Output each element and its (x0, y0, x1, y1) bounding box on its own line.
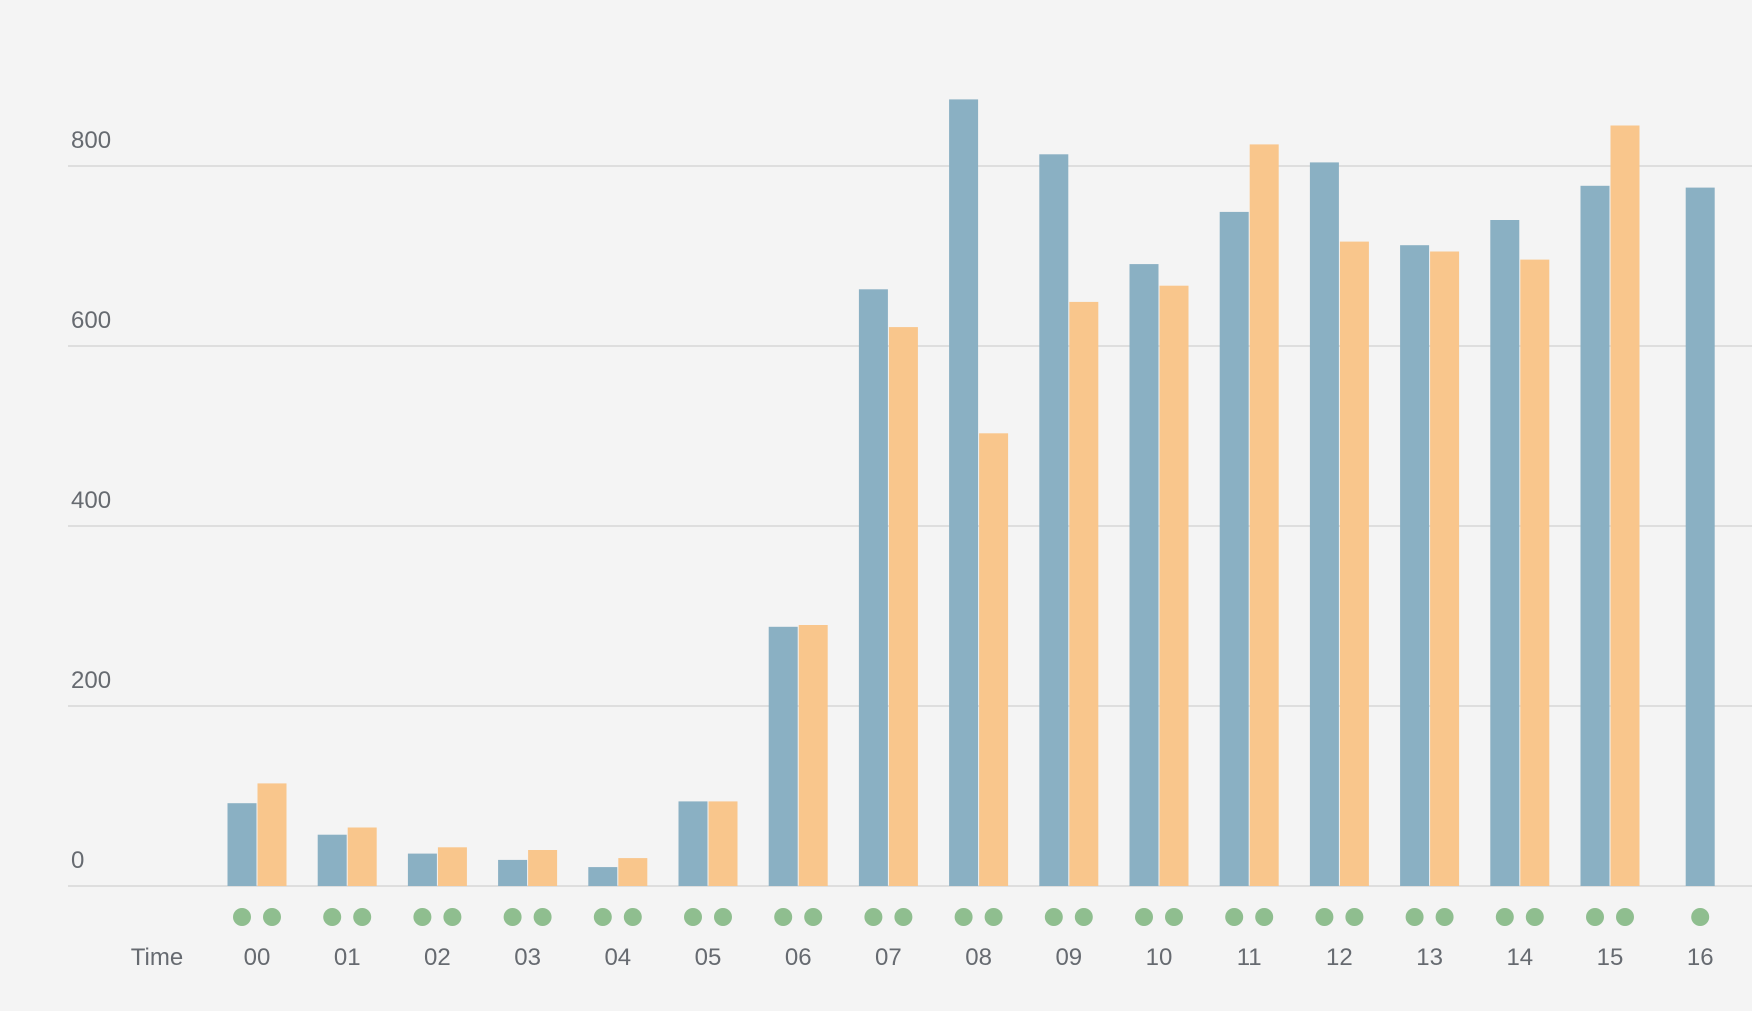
markers (233, 908, 1710, 926)
bar-series-1-03 (498, 859, 528, 886)
marker-dot-07-1 (864, 908, 883, 926)
marker-dot-11-2 (1255, 908, 1274, 926)
bar-series-1-01 (317, 834, 347, 886)
x-tick-label: 14 (1506, 944, 1533, 971)
marker-dot-06-1 (774, 908, 793, 926)
x-tick-label: 12 (1326, 944, 1353, 971)
bar-series-1-09 (1039, 154, 1069, 887)
bar-series-1-16 (1685, 187, 1715, 887)
bar-series-2-07 (888, 327, 918, 887)
bar-series-2-01 (347, 827, 377, 886)
marker-dot-07-2 (894, 908, 913, 926)
marker-dot-12-1 (1315, 908, 1334, 926)
marker-dot-11-1 (1225, 908, 1244, 926)
bar-series-2-12 (1339, 241, 1369, 887)
marker-dot-13-2 (1435, 908, 1454, 926)
x-tick-label: 06 (785, 944, 812, 971)
bar-series-1-04 (588, 867, 618, 886)
x-tick-label: 02 (424, 944, 451, 971)
bar-series-1-11 (1219, 211, 1249, 886)
y-tick-label: 200 (71, 667, 111, 694)
marker-dot-00-2 (263, 908, 281, 926)
marker-dot-03-2 (533, 908, 552, 926)
marker-dot-02-1 (413, 908, 432, 926)
marker-dot-13-1 (1405, 908, 1424, 926)
x-tick-label: 10 (1146, 944, 1173, 971)
bar-series-2-05 (708, 801, 738, 886)
bar-series-2-08 (979, 433, 1009, 886)
marker-dot-09-1 (1044, 908, 1063, 926)
marker-dot-00-1 (233, 908, 251, 926)
bar-series-1-00 (227, 803, 257, 886)
marker-dot-10-1 (1135, 908, 1153, 926)
bar-series-1-06 (768, 626, 798, 886)
x-tick-label: 00 (244, 944, 271, 971)
bar-series-1-14 (1490, 220, 1520, 886)
y-tick-label: 0 (71, 847, 84, 874)
bar-series-2-14 (1520, 259, 1550, 887)
x-tick-label: 15 (1597, 944, 1624, 971)
marker-dot-04-1 (593, 908, 612, 926)
x-tick-label: 13 (1416, 944, 1443, 971)
y-tick-label: 800 (71, 127, 111, 154)
bar-series-2-09 (1069, 301, 1099, 886)
bar-series-1-12 (1309, 162, 1339, 886)
marker-dot-14-1 (1495, 908, 1514, 926)
marker-dot-12-2 (1345, 908, 1364, 926)
x-tick-label: 01 (334, 944, 361, 971)
marker-dot-05-2 (714, 908, 732, 926)
marker-dot-08-1 (954, 908, 973, 926)
bar-series-1-08 (949, 99, 979, 886)
bars (227, 99, 1715, 887)
marker-dot-04-2 (623, 908, 642, 926)
marker-dot-15-1 (1586, 908, 1604, 926)
bar-series-1-02 (407, 853, 437, 886)
bar-series-1-15 (1580, 185, 1610, 887)
bar-series-1-10 (1129, 264, 1159, 887)
marker-dot-09-2 (1074, 908, 1093, 926)
x-tick-label: 11 (1237, 944, 1262, 971)
bar-series-2-11 (1249, 144, 1279, 886)
marker-dot-01-2 (353, 908, 372, 926)
bar-series-2-02 (437, 847, 467, 886)
x-tick-label: 09 (1055, 944, 1082, 971)
marker-dot-03-1 (503, 908, 522, 926)
y-axis-tick-labels: 0 200 400 600 800 (71, 127, 111, 874)
y-tick-label: 600 (71, 307, 111, 334)
marker-dot-16-1 (1691, 908, 1710, 926)
bar-series-2-13 (1430, 251, 1460, 886)
bar-series-2-03 (528, 850, 558, 886)
x-axis-label: Time (131, 944, 183, 971)
bar-series-1-07 (858, 289, 888, 886)
bar-series-1-05 (678, 801, 708, 886)
marker-dot-05-1 (684, 908, 702, 926)
marker-dot-02-2 (443, 908, 462, 926)
bar-series-2-04 (618, 858, 648, 886)
marker-dot-14-2 (1525, 908, 1544, 926)
marker-dot-08-2 (984, 908, 1003, 926)
x-tick-label: 07 (875, 944, 902, 971)
x-tick-label: 05 (695, 944, 722, 971)
x-tick-label: 08 (965, 944, 992, 971)
x-tick-label: 03 (514, 944, 541, 971)
x-tick-label: 16 (1687, 944, 1714, 971)
marker-dot-06-2 (804, 908, 823, 926)
y-tick-label: 400 (71, 487, 111, 514)
bar-series-2-06 (798, 625, 828, 886)
bar-series-2-15 (1610, 125, 1640, 886)
marker-dot-10-2 (1165, 908, 1183, 926)
x-tick-label: 04 (604, 944, 631, 971)
marker-dot-01-1 (323, 908, 342, 926)
x-axis-tick-labels: Time 00 01 02 03 04 05 06 07 08 09 10 11 12 13 14 15 16 (131, 944, 1714, 971)
bar-series-1-13 (1400, 245, 1430, 886)
bar-series-2-00 (257, 783, 287, 886)
bar-series-2-10 (1159, 285, 1189, 886)
marker-dot-15-2 (1616, 908, 1634, 926)
